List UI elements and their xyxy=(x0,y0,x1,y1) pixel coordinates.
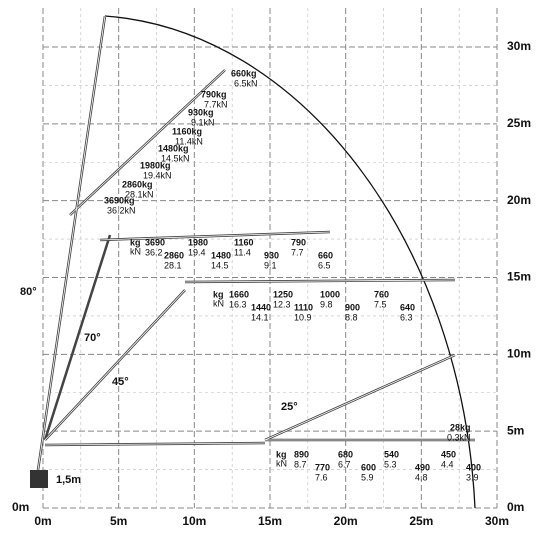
tip-load-kg: 2860kg xyxy=(122,179,153,189)
load-kn: 7.7 xyxy=(291,247,304,257)
load-kn: 7.6 xyxy=(315,472,328,482)
unit-kn: kN xyxy=(276,458,287,468)
load-kn: 6.7 xyxy=(338,459,351,469)
load-kg: 900 xyxy=(345,302,360,312)
tip-load-kg: 660kg xyxy=(231,68,257,78)
load-kn: 12.3 xyxy=(273,299,291,309)
load-kn: 4.8 xyxy=(415,472,428,482)
origin-label: 0m xyxy=(12,500,29,514)
load-kg: 600 xyxy=(361,462,376,472)
tip-load-kg: 1480kg xyxy=(158,143,189,153)
tip-25-kn: 0.3kN xyxy=(447,432,471,442)
load-kn: 10.9 xyxy=(294,312,312,322)
y-axis-label: 20m xyxy=(507,193,531,207)
load-kg: 490 xyxy=(415,462,430,472)
load-kg: 760 xyxy=(374,289,389,299)
load-kn: 14.5 xyxy=(211,260,229,270)
load-kg: 1660 xyxy=(229,289,249,299)
tip-load-kg: 1160kg xyxy=(172,126,202,136)
tip-load-kn: 14.5kN xyxy=(161,153,190,163)
load-kg: 890 xyxy=(294,449,309,459)
load-kn: 3.9 xyxy=(466,472,479,482)
x-axis-label: 20m xyxy=(334,514,358,528)
load-kg: 2860 xyxy=(164,250,184,260)
load-kn: 28.1 xyxy=(164,260,182,270)
tip-load-kn: 28.1kN xyxy=(125,189,154,199)
angle-label: 80° xyxy=(20,286,37,298)
y-axis-label: 10m xyxy=(507,347,531,361)
x-axis-label: 25m xyxy=(409,514,433,528)
unit-kg: kg xyxy=(276,449,287,459)
angle-label: 25° xyxy=(281,401,298,413)
unit-kg: kg xyxy=(130,237,141,247)
load-kn: 8.7 xyxy=(294,459,307,469)
load-kn: 7.5 xyxy=(374,299,387,309)
grid xyxy=(42,8,498,509)
load-kg: 1250 xyxy=(273,289,293,299)
tip-load-kn: 36.2kN xyxy=(107,205,136,215)
load-kg: 770 xyxy=(315,462,330,472)
load-kg: 790 xyxy=(291,237,306,247)
load-kg: 1160 xyxy=(234,237,254,247)
boom-highlights xyxy=(37,15,475,471)
load-kn: 16.3 xyxy=(229,299,247,309)
tip-load-kn: 7.7kN xyxy=(204,99,228,109)
angle-label: 70° xyxy=(84,332,101,344)
load-kg: 1000 xyxy=(320,289,340,299)
load-kn: 9.8 xyxy=(320,299,333,309)
tip-load-kn: 11.4kN xyxy=(175,136,203,146)
tip-load-kn: 9.1kN xyxy=(191,117,215,127)
x-axis-label: 0m xyxy=(34,514,51,528)
load-kg: 640 xyxy=(400,302,415,312)
load-kn: 19.4 xyxy=(188,247,206,257)
load-kg: 540 xyxy=(384,449,399,459)
working-envelope xyxy=(104,15,476,509)
tip-load-kg: 790kg xyxy=(201,89,227,99)
x-axis-label: 30m xyxy=(485,514,509,528)
load-kg: 660 xyxy=(318,250,333,260)
tip-load-kn: 6.5kN xyxy=(234,78,258,88)
load-kn: 6.3 xyxy=(400,312,413,322)
load-kg: 930 xyxy=(264,250,279,260)
load-kg: 1980 xyxy=(188,237,208,247)
tip-25-kg: 28kg xyxy=(450,422,471,432)
y-axis-label: 5m xyxy=(507,423,524,437)
load-kn: 9.1 xyxy=(264,260,277,270)
tip-load-kg: 3690kg xyxy=(104,195,135,205)
y-axis-label: 25m xyxy=(507,116,531,130)
tip-load-kg: 930kg xyxy=(188,107,214,117)
load-kn: 5.3 xyxy=(384,459,397,469)
y-axis-label: 0m xyxy=(507,500,524,514)
x-axis-label: 15m xyxy=(258,514,282,528)
load-kg: 400 xyxy=(466,462,481,472)
x-axis-label: 5m xyxy=(110,514,127,528)
tip-load-kn: 19.4kN xyxy=(143,170,172,180)
load-kg: 1110 xyxy=(294,302,313,312)
load-kg: 3690 xyxy=(145,237,165,247)
y-axis-label: 30m xyxy=(507,39,531,53)
angle-label: 45° xyxy=(112,376,129,388)
load-kg: 1480 xyxy=(211,250,231,260)
load-kn: 4.4 xyxy=(441,459,454,469)
unit-kn: kN xyxy=(130,246,141,256)
tip-load-kg: 1980kg xyxy=(140,160,171,170)
unit-kg: kg xyxy=(213,289,224,299)
load-kn: 36.2 xyxy=(145,247,163,257)
load-kn: 14.1 xyxy=(251,312,269,322)
y-axis-label: 15m xyxy=(507,270,531,284)
unit-kn: kN xyxy=(213,298,224,308)
load-kn: 6.5 xyxy=(318,260,331,270)
load-kg: 680 xyxy=(338,449,353,459)
load-kn: 5.9 xyxy=(361,472,374,482)
load-kn: 11.4 xyxy=(234,247,251,257)
x-axis-label: 10m xyxy=(182,514,206,528)
base-label: 1,5m xyxy=(56,474,81,486)
crane-base xyxy=(30,470,48,488)
load-kn: 8.8 xyxy=(345,312,358,322)
load-kg: 450 xyxy=(441,449,456,459)
load-kg: 1440 xyxy=(251,302,271,312)
